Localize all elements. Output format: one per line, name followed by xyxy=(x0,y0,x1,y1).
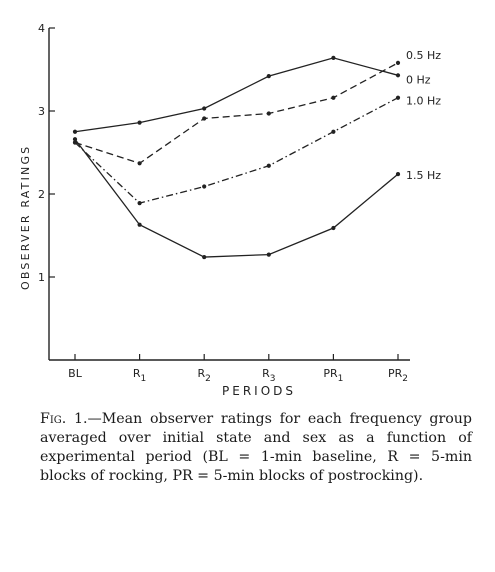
data-point xyxy=(395,95,401,100)
series-label: 1.5 Hz xyxy=(406,169,441,182)
data-point xyxy=(266,163,271,168)
chart-axes xyxy=(48,28,410,361)
y-ticks: 1 2 3 4 xyxy=(38,22,55,284)
series-label: 0.5 Hz xyxy=(406,49,441,62)
series-label: 0 Hz xyxy=(406,73,431,86)
series-label: 1.0 Hz xyxy=(406,95,441,108)
data-point xyxy=(395,60,401,65)
y-tick-label: 3 xyxy=(38,105,45,118)
data-series xyxy=(72,55,401,260)
x-tick-label: BL xyxy=(68,367,83,380)
series-line-1-0-hz xyxy=(74,97,399,204)
x-tick-label: PR2 xyxy=(388,367,408,384)
data-point xyxy=(331,129,336,134)
data-point xyxy=(331,225,336,231)
data-point xyxy=(202,184,207,189)
x-axis-title: PERIODS xyxy=(222,384,296,398)
data-point xyxy=(331,95,336,100)
data-point xyxy=(266,111,271,116)
data-point xyxy=(331,55,336,60)
series-line-1-5-hz xyxy=(74,138,399,258)
x-tick-label: PR1 xyxy=(323,367,343,384)
data-point xyxy=(137,201,142,206)
data-point xyxy=(137,120,142,125)
data-point xyxy=(202,254,207,260)
series-line-0-5-hz xyxy=(74,62,399,165)
line-chart: 1 2 3 4 BL R1 R2 R3 PR1 PR2 0 Hz 0.5 Hz 1.0 Hz 1.5 … xyxy=(19,22,441,398)
data-point xyxy=(395,171,401,177)
y-tick-label: 1 xyxy=(38,271,45,284)
data-point xyxy=(202,106,207,111)
x-tick-label: R1 xyxy=(133,367,146,384)
data-point xyxy=(266,252,271,257)
data-point xyxy=(266,74,271,79)
x-ticks: BL R1 R2 R3 PR1 PR2 xyxy=(68,354,408,384)
data-point xyxy=(137,161,142,166)
series-line-0-hz xyxy=(74,57,399,133)
y-tick-label: 4 xyxy=(38,22,45,35)
y-tick-label: 2 xyxy=(38,188,45,201)
data-point xyxy=(395,73,401,78)
series-labels: 0 Hz 0.5 Hz 1.0 Hz 1.5 Hz xyxy=(406,49,441,182)
x-tick-label: R3 xyxy=(262,367,275,384)
data-point xyxy=(202,116,207,121)
caption-text: —Mean observer ratings for each frequenc… xyxy=(40,411,472,484)
x-tick-label: R2 xyxy=(198,367,211,384)
y-axis-title: OBSERVER RATINGS xyxy=(19,145,32,290)
figure-number: Fig. 1. xyxy=(40,411,88,427)
figure-caption: Fig. 1.—Mean observer ratings for each f… xyxy=(40,410,472,486)
data-point xyxy=(72,129,78,134)
data-point xyxy=(137,222,142,227)
data-point xyxy=(72,137,78,142)
